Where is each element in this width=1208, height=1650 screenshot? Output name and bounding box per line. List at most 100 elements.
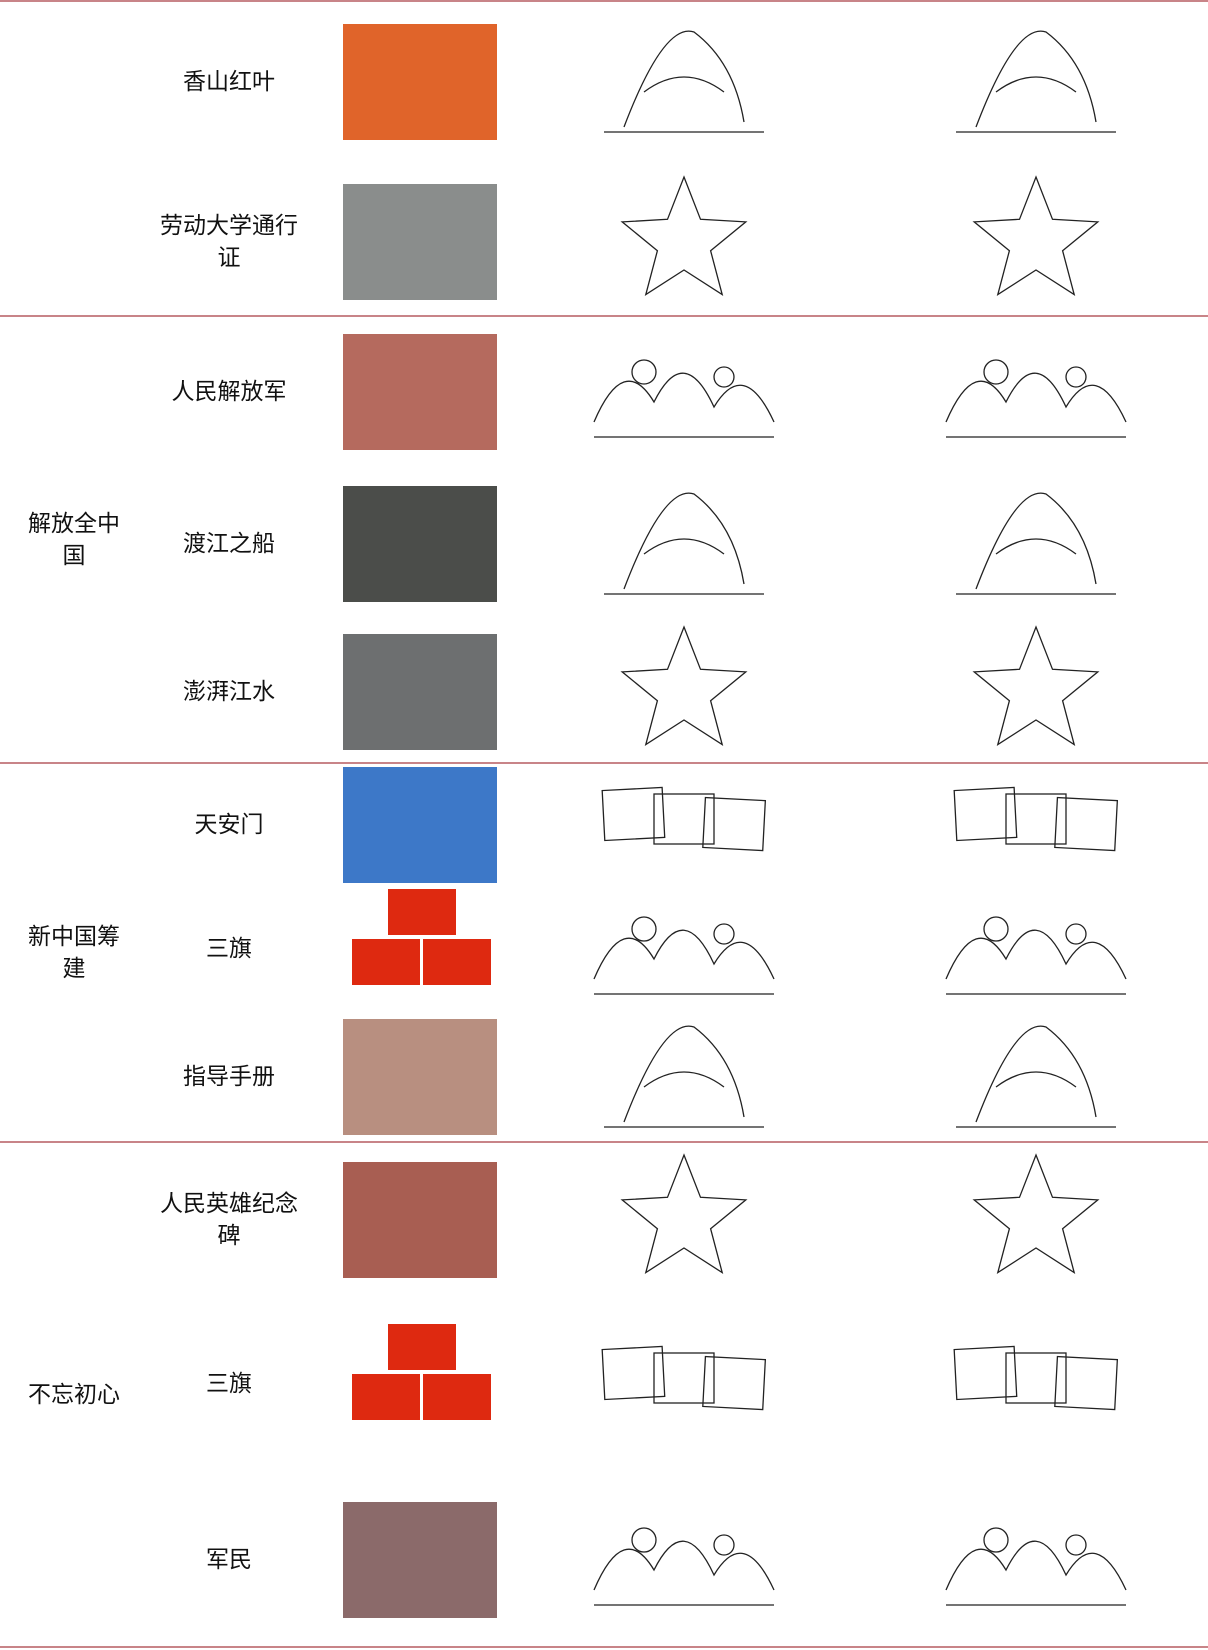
sketch-stroke: [604, 538, 764, 595]
reference-photo: [343, 1019, 497, 1135]
line-drawing: [601, 786, 767, 852]
sketch-stroke: [1065, 1534, 1087, 1556]
sketch-stroke: [593, 929, 775, 995]
sketch-stroke: [956, 1071, 1116, 1128]
line-drawing: [945, 359, 1127, 438]
flag-photo: [352, 939, 420, 985]
sketch-stroke: [593, 372, 775, 438]
sketch-stroke: [975, 30, 1097, 128]
line-drawing: [953, 786, 1119, 852]
sketch-stroke: [972, 1153, 1100, 1275]
sketch-stroke: [713, 923, 735, 945]
reference-photo: [343, 1502, 497, 1618]
sketch-stroke: [1065, 366, 1087, 388]
group-label: 解放全中国: [28, 510, 120, 568]
item-name: 天安门: [194, 812, 264, 837]
reference-photo: [343, 24, 497, 140]
line-drawing: [620, 175, 748, 297]
sketch-stroke: [1054, 1355, 1119, 1411]
sketch-stroke: [972, 625, 1100, 747]
sketch-stroke: [623, 30, 745, 128]
item-name: 香山红叶: [183, 69, 275, 94]
sketch-stroke: [631, 359, 657, 385]
flag-photo: [352, 1374, 420, 1420]
line-drawing: [972, 625, 1100, 747]
line-drawing: [945, 1527, 1127, 1606]
flag-photo: [423, 939, 491, 985]
line-drawing: [956, 492, 1116, 595]
sketch-stroke: [604, 76, 764, 133]
sketch-stroke: [653, 1352, 715, 1404]
item-name: 人民英雄纪念碑: [160, 1191, 298, 1248]
reference-photo: [343, 634, 497, 750]
group-label: 新中国筹建: [28, 923, 120, 981]
sketch-stroke: [631, 1527, 657, 1553]
line-drawing: [604, 492, 764, 595]
sketch-stroke: [945, 929, 1127, 995]
sketch-stroke: [1065, 923, 1087, 945]
sketch-stroke: [620, 1153, 748, 1275]
sketch-stroke: [713, 366, 735, 388]
sketch-stroke: [601, 786, 666, 842]
sketch-stroke: [623, 1025, 745, 1123]
line-drawing: [604, 1025, 764, 1128]
line-drawing: [620, 625, 748, 747]
flag-photo: [388, 1324, 456, 1370]
item-name: 人民解放军: [171, 379, 287, 404]
sketch-stroke: [620, 175, 748, 297]
item-name: 渡江之船: [183, 531, 275, 556]
sketch-stroke: [983, 1527, 1009, 1553]
sketch-stroke: [604, 1071, 764, 1128]
flag-photo: [423, 1374, 491, 1420]
reference-photo: [343, 334, 497, 450]
sketch-stroke: [1054, 796, 1119, 852]
sketch-stroke: [601, 1345, 666, 1401]
line-drawing: [593, 1527, 775, 1606]
sketch-stroke: [1005, 793, 1067, 845]
sketch-stroke: [972, 175, 1100, 297]
sketch-stroke: [702, 796, 767, 852]
sketch-stroke: [702, 1355, 767, 1411]
item-name: 劳动大学通行证: [160, 213, 298, 270]
item-name: 军民: [206, 1547, 252, 1572]
line-drawing: [972, 175, 1100, 297]
sketch-stroke: [620, 625, 748, 747]
sketch-stroke: [653, 793, 715, 845]
group-label: 不忘初心: [28, 1381, 120, 1407]
line-drawing: [956, 1025, 1116, 1128]
item-name: 三旗: [206, 936, 252, 961]
sketch-stroke: [945, 372, 1127, 438]
reference-photo: [343, 1162, 497, 1278]
line-drawing: [956, 30, 1116, 133]
sketch-stroke: [631, 916, 657, 942]
line-drawing: [953, 1345, 1119, 1411]
sketch-stroke: [975, 1025, 1097, 1123]
sketch-stroke: [953, 786, 1018, 842]
line-drawing: [601, 1345, 767, 1411]
line-drawing: [945, 916, 1127, 995]
line-drawing: [604, 30, 764, 133]
reference-photo: [343, 486, 497, 602]
flag-photo: [388, 889, 456, 935]
line-drawing: [593, 359, 775, 438]
sketch-stroke: [953, 1345, 1018, 1401]
line-drawing: [593, 916, 775, 995]
line-drawing: [972, 1153, 1100, 1275]
reference-photo: [343, 767, 497, 883]
sketch-stroke: [1005, 1352, 1067, 1404]
reference-photo: [343, 184, 497, 300]
item-name: 指导手册: [183, 1064, 275, 1089]
sketch-stroke: [713, 1534, 735, 1556]
sketch-stroke: [983, 359, 1009, 385]
sketch-stroke: [975, 492, 1097, 590]
item-name: 三旗: [206, 1371, 252, 1396]
sketch-stroke: [956, 538, 1116, 595]
sketch-stroke: [945, 1540, 1127, 1606]
sketch-stroke: [956, 76, 1116, 133]
sketch-stroke: [593, 1540, 775, 1606]
sketch-stroke: [983, 916, 1009, 942]
item-name: 澎湃江水: [183, 679, 275, 704]
sketch-stroke: [623, 492, 745, 590]
